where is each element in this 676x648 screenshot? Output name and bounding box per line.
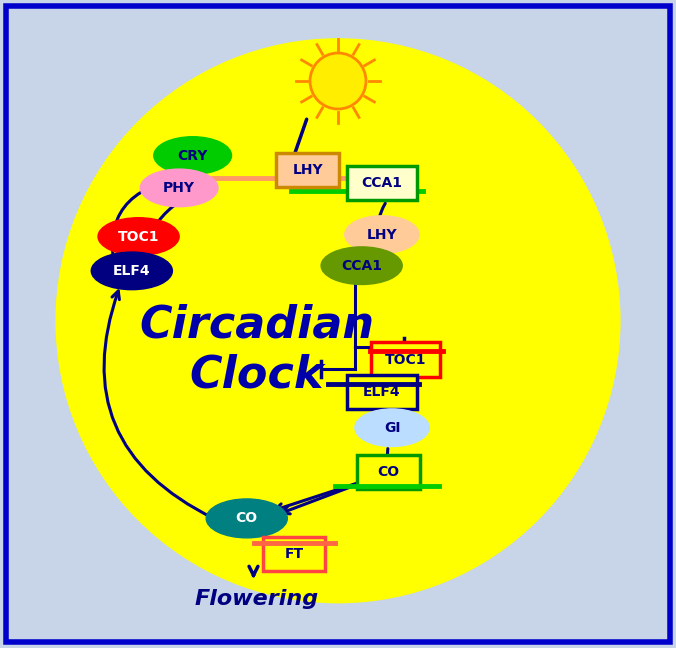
Text: TOC1: TOC1 — [385, 353, 427, 367]
Ellipse shape — [355, 409, 429, 446]
Text: Circadian
Clock: Circadian Clock — [139, 303, 375, 397]
Ellipse shape — [141, 169, 218, 207]
Text: CRY: CRY — [178, 148, 208, 163]
Text: TOC1: TOC1 — [118, 229, 160, 244]
Circle shape — [310, 53, 366, 109]
FancyBboxPatch shape — [263, 537, 325, 572]
Text: ELF4: ELF4 — [113, 264, 151, 278]
Ellipse shape — [345, 216, 419, 253]
Text: LHY: LHY — [292, 163, 323, 177]
Text: LHY: LHY — [366, 227, 397, 242]
Ellipse shape — [98, 218, 179, 255]
Text: CCA1: CCA1 — [362, 176, 402, 190]
FancyBboxPatch shape — [276, 152, 339, 187]
FancyBboxPatch shape — [358, 454, 420, 489]
Ellipse shape — [206, 499, 287, 538]
FancyBboxPatch shape — [371, 342, 440, 377]
Text: CCA1: CCA1 — [341, 259, 382, 273]
FancyBboxPatch shape — [347, 165, 416, 200]
Text: ELF4: ELF4 — [363, 385, 401, 399]
Text: CO: CO — [236, 511, 258, 526]
Text: CO: CO — [378, 465, 400, 479]
Text: Flowering: Flowering — [195, 590, 319, 609]
Circle shape — [56, 39, 620, 603]
Ellipse shape — [91, 252, 172, 290]
FancyBboxPatch shape — [347, 375, 416, 410]
Text: GI: GI — [384, 421, 400, 435]
Text: FT: FT — [285, 547, 304, 561]
Ellipse shape — [321, 247, 402, 284]
Text: PHY: PHY — [163, 181, 195, 195]
Ellipse shape — [153, 137, 231, 174]
